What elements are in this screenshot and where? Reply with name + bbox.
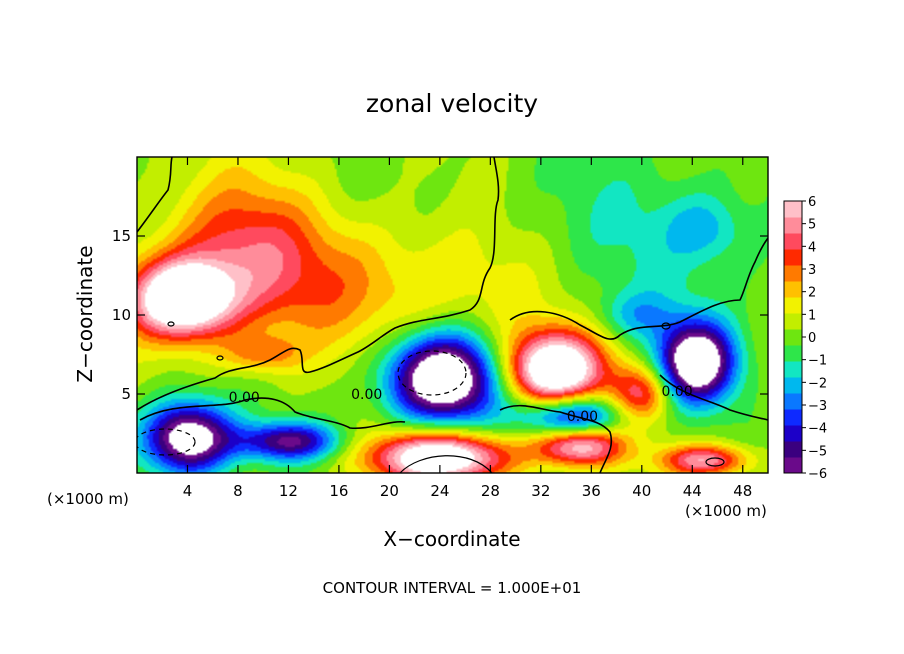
y-tick-label: 15 [112,227,131,245]
neg-contour-center [397,350,467,396]
colorbar-swatch [784,281,802,298]
x-tick-label: 36 [582,482,601,500]
chart-title: zonal velocity [366,89,538,118]
small-contour-west [167,321,175,327]
colorbar-swatch [784,345,802,362]
contour-label: 0.00 [662,384,693,400]
zero-contour-lower [139,397,406,430]
colorbar-tick-label: 0 [808,331,816,346]
contour-label: 0.00 [351,387,382,403]
colorbar-swatch [784,441,802,458]
colorbar-swatch [784,361,802,378]
colorbar-tick-label: 6 [808,195,816,210]
contour-labels: 0.00 0.00 0.00 0.00 [229,384,693,425]
colorbar-tick-label: −3 [808,399,827,414]
zero-contour-right-upper [509,237,768,340]
x-tick-label: 16 [329,482,348,500]
zero-contour-main [137,157,500,411]
small-contour-north [661,322,671,330]
contour-lines [137,157,768,473]
zero-contour-right-lower [499,404,613,473]
colorbar-tick-label: −6 [808,467,827,482]
contour-label: 0.00 [229,390,260,406]
colorbar-swatch [784,409,802,426]
x-axis-label: X−coordinate [383,527,520,551]
colorbar-swatch [784,297,802,314]
colorbar-swatch [784,249,802,266]
colorbar-swatch [784,233,802,250]
colorbar-tick-label: −4 [808,422,827,437]
small-contour-mid [216,355,224,361]
x-tick-label: 4 [183,482,193,500]
y-axis-label: Z−coordinate [73,245,97,382]
colorbar: 6 5 4 3 2 1 0 −1 −2 −3 −4 −5 −6 [783,195,827,482]
colorbar-swatch [784,201,802,218]
x-tick-label: 44 [683,482,702,500]
colorbar-swatch [784,393,802,410]
colorbar-swatch [784,457,802,474]
y-tick-label: 10 [112,306,131,324]
x-tick-label: 12 [279,482,298,500]
colorbar-tick-label: 5 [808,218,816,233]
colorbar-swatch [784,217,802,234]
colorbar-swatch [784,265,802,282]
colorbar-swatch [784,313,802,330]
pos-contour-bottom-center [399,455,493,473]
x-tick-label: 20 [380,482,399,500]
colorbar-swatch [784,425,802,442]
colorbar-swatch [784,377,802,394]
small-contour-east [705,457,725,467]
x-tick-label: 32 [531,482,550,500]
contour-label: 0.00 [567,409,598,425]
zero-contour-east [659,374,768,421]
colorbar-tick-label: 3 [808,263,816,278]
x-axis-ticks: 4 8 12 16 20 24 28 32 36 40 44 48 [183,157,752,500]
colorbar-tick-label: 1 [808,308,816,323]
colorbar-tick-label: −1 [808,354,827,369]
x-unit-left: (×1000 m) [47,490,129,508]
x-tick-label: 8 [233,482,243,500]
colorbar-tick-label: −5 [808,444,827,459]
colorbar-tick-label: 2 [808,286,816,301]
zero-contour-upper [137,157,173,233]
contour-interval-footer: CONTOUR INTERVAL = 1.000E+01 [323,579,582,597]
plot-area: 0.00 0.000.000.00 4 8 12 16 20 24 28 32 36 40 44 48 … [112,156,769,500]
y-tick-label: 5 [121,385,131,403]
colorbar-swatch [784,329,802,346]
x-tick-label: 48 [733,482,752,500]
x-tick-label: 40 [632,482,651,500]
x-tick-label: 24 [430,482,449,500]
colorbar-tick-label: −2 [808,376,827,391]
y-axis-ticks: 5 10 15 [112,227,768,403]
x-tick-label: 28 [481,482,500,500]
colorbar-tick-label: 4 [808,240,816,255]
neg-contour-bottom-left [137,428,196,456]
x-unit-right: (×1000 m) [685,502,767,520]
